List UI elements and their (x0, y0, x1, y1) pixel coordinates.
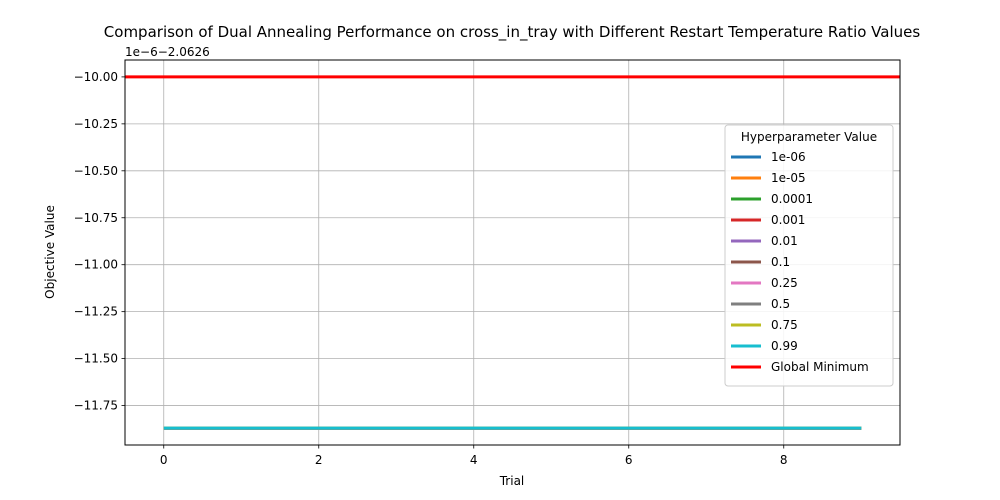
legend-label: Global Minimum (771, 360, 869, 374)
y-tick-label: −11.25 (74, 305, 118, 319)
y-axis-label: Objective Value (43, 205, 57, 299)
x-axis: 0 2 4 6 8 (160, 445, 788, 467)
legend-label: 0.25 (771, 276, 798, 290)
legend-label: 0.01 (771, 234, 798, 248)
legend-label: 0.1 (771, 255, 790, 269)
legend-title: Hyperparameter Value (741, 130, 877, 144)
y-axis: −10.00 −10.25 −10.50 −10.75 −11.00 −11.25 −11.… (74, 70, 125, 413)
legend-label: 0.75 (771, 318, 798, 332)
legend-label: 1e-06 (771, 150, 806, 164)
legend-label: 0.99 (771, 339, 798, 353)
plot-frame (124, 59, 901, 446)
y-tick-label: −11.00 (74, 258, 118, 272)
x-axis-label: Trial (499, 474, 525, 488)
y-tick-label: −10.25 (74, 117, 118, 131)
x-tick-label: 8 (780, 453, 788, 467)
y-offset-text: 1e−6−2.0626 (125, 45, 210, 59)
legend-label: 0.0001 (771, 192, 813, 206)
legend: Hyperparameter Value 1e-06 1e-05 0.0001 0.00… (724, 124, 894, 387)
legend-label: 0.5 (771, 297, 790, 311)
y-tick-label: −10.50 (74, 164, 118, 178)
legend-label: 0.001 (771, 213, 805, 227)
x-tick-label: 6 (625, 453, 633, 467)
y-tick-label: −11.50 (74, 352, 118, 366)
x-tick-label: 4 (470, 453, 478, 467)
x-tick-label: 2 (315, 453, 323, 467)
chart-title: Comparison of Dual Annealing Performance… (104, 23, 921, 42)
series-layer (125, 75, 900, 430)
y-tick-label: −11.75 (74, 399, 118, 413)
legend-label: 1e-05 (771, 171, 806, 185)
y-tick-label: −10.00 (74, 70, 118, 84)
y-tick-label: −10.75 (74, 211, 118, 225)
x-tick-label: 0 (160, 453, 168, 467)
legend-box (724, 124, 894, 387)
